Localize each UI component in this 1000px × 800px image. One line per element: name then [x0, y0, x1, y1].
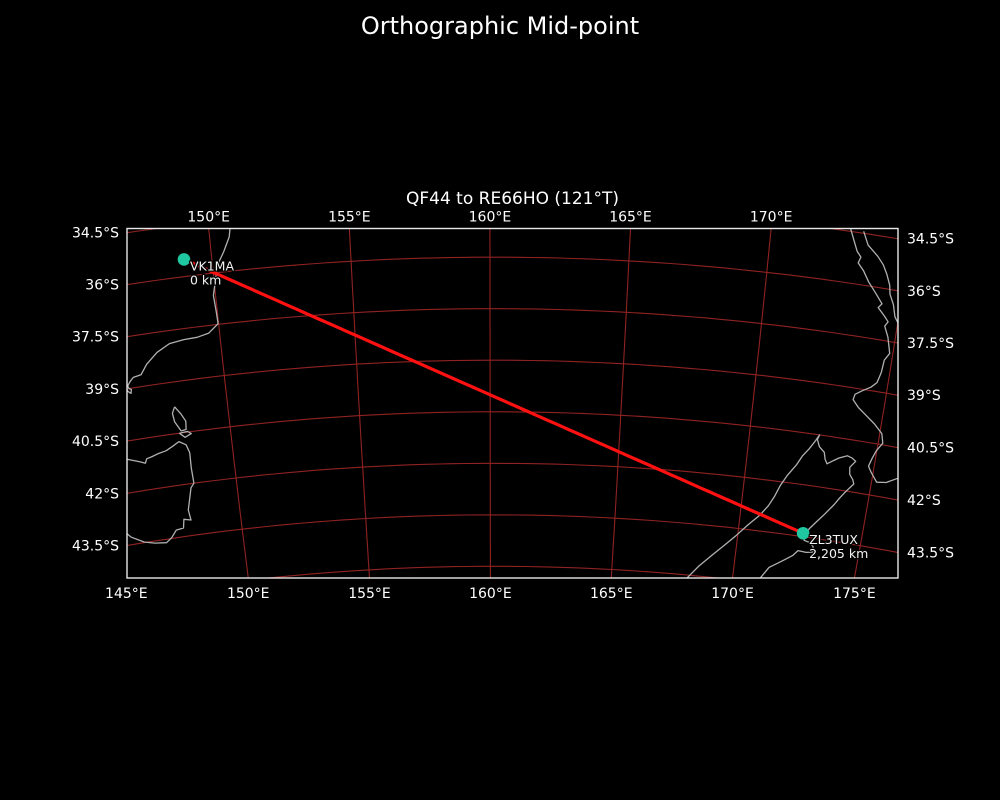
coastline-layer: [127, 228, 898, 578]
lat-label-right: 39°S: [907, 388, 941, 404]
lon-label-bottom: 170°E: [711, 586, 754, 602]
coastline-path: [849, 228, 898, 484]
lon-label-bottom: 165°E: [590, 586, 633, 602]
lon-label-bottom: 155°E: [348, 586, 391, 602]
coastline-path: [863, 231, 898, 327]
lon-label-top: 165°E: [609, 210, 652, 226]
parallel-line: [127, 308, 898, 344]
meridian-line: [208, 228, 249, 578]
great-circle-path: [182, 257, 805, 535]
great-circle-layer: [182, 257, 805, 535]
lat-label-left: 43.5°S: [72, 539, 119, 555]
station-distance: 2,205 km: [809, 546, 868, 561]
lat-label-right: 42°S: [907, 493, 941, 509]
lat-label-left: 37.5°S: [72, 330, 119, 346]
lat-label-right: 34.5°S: [907, 232, 954, 248]
lon-label-top: 170°E: [750, 210, 793, 226]
lon-label-bottom: 145°E: [105, 586, 148, 602]
parallel-line: [263, 565, 723, 578]
station-callsign: ZL3TUX: [809, 532, 858, 547]
lon-label-top: 150°E: [187, 210, 230, 226]
station-callsign: VK1MA: [190, 258, 234, 273]
lat-label-left: 36°S: [85, 278, 119, 294]
coastline-path: [686, 434, 857, 578]
station-marker: [796, 526, 810, 540]
meridian-line: [348, 228, 371, 578]
lon-label-bottom: 160°E: [469, 586, 512, 602]
lat-label-left: 42°S: [85, 486, 119, 502]
coastline-path: [178, 430, 192, 438]
lon-label-bottom: 175°E: [833, 586, 876, 602]
lon-label-top: 160°E: [469, 210, 512, 226]
lat-label-right: 36°S: [907, 284, 941, 300]
lat-label-left: 39°S: [85, 382, 119, 398]
lat-label-right: 43.5°S: [907, 545, 954, 561]
lat-label-left: 40.5°S: [72, 434, 119, 450]
map-subtitle: QF44 to RE66HO (121°T): [406, 189, 619, 209]
station-distance: 0 km: [190, 272, 221, 287]
parallel-line: [127, 256, 898, 292]
coastline-path: [127, 440, 195, 544]
coastline-path: [171, 406, 187, 432]
parallel-line: [127, 411, 898, 449]
lon-label-bottom: 150°E: [227, 586, 270, 602]
parallel-line: [127, 228, 898, 240]
figure-title: Orthographic Mid-point: [360, 12, 640, 40]
meridian-line: [853, 317, 898, 578]
coastline-path: [127, 228, 231, 395]
meridian-line: [731, 228, 772, 578]
lon-label-top: 155°E: [328, 210, 371, 226]
parallel-line: [127, 359, 898, 396]
lat-label-left: 34.5°S: [72, 226, 119, 242]
lat-label-right: 37.5°S: [907, 336, 954, 352]
overlay-layer: QF44 to RE66HO (121°T) 34.5°S 34.5°S 36°S 36…: [72, 189, 954, 602]
plot-border: [126, 227, 899, 579]
graticule-layer: [127, 228, 898, 578]
meridian-line: [610, 228, 632, 578]
station-marker: [177, 253, 191, 266]
parallel-line: [127, 462, 898, 501]
lat-label-right: 40.5°S: [907, 441, 954, 457]
